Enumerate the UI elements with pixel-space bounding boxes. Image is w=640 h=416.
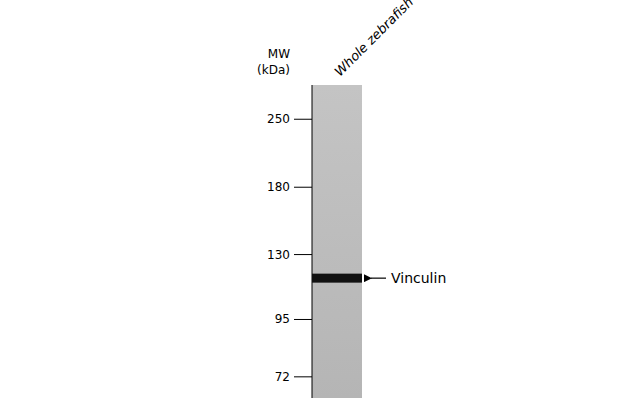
y-axis-line	[312, 85, 313, 398]
y-tick-label: 95	[275, 312, 290, 326]
lane-label: Whole zebrafish	[332, 0, 417, 79]
y-tick	[294, 254, 312, 255]
y-tick-label: 180	[267, 180, 290, 194]
y-tick-label: 250	[267, 112, 290, 126]
band-arrow	[371, 278, 386, 279]
y-tick-label: 130	[267, 248, 290, 262]
y-tick	[294, 187, 312, 188]
bands	[312, 274, 362, 283]
band-label: Vinculin	[391, 270, 446, 286]
y-tick	[294, 319, 312, 320]
y-tick	[294, 376, 312, 377]
y-tick-label: 72	[275, 370, 290, 384]
band	[312, 274, 362, 283]
gel-chart: 250 180 130 95 72 MW(kDa) Whole zebrafish Vincu…	[0, 0, 640, 416]
y-axis-label: MW(kDa)	[257, 47, 290, 77]
chart-container: 250 180 130 95 72 MW(kDa) Whole zebrafish Vincu…	[0, 0, 640, 416]
gel-lane	[312, 85, 362, 398]
y-tick	[294, 119, 312, 120]
